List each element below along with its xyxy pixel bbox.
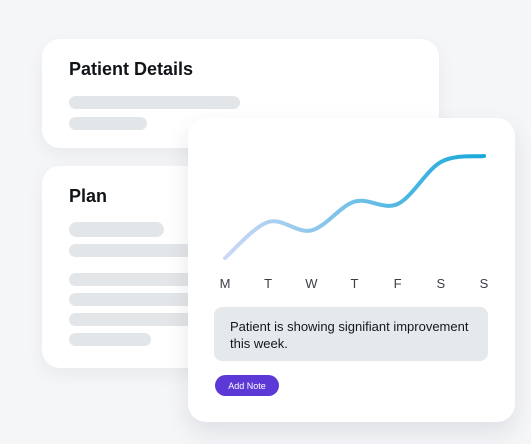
patient-details-title: Patient Details [69, 59, 194, 79]
skeleton-line [69, 96, 240, 109]
x-tick-label: S [479, 276, 489, 291]
x-tick-label: W [305, 276, 318, 291]
x-tick-label: F [393, 276, 402, 291]
x-tick-label: S [436, 276, 446, 291]
note-text-area[interactable]: Patient is showing signifiant improvemen… [214, 307, 488, 361]
chart-series-line [223, 154, 486, 260]
progress-line-chart [223, 154, 486, 260]
plan-title: Plan [69, 186, 108, 206]
skeleton-line [69, 117, 147, 130]
x-tick-label: T [264, 276, 273, 291]
skeleton-line [69, 333, 151, 346]
skeleton-line [69, 222, 164, 237]
progress-chart-card: M T W T F S S Patient is showing signifiant im… [188, 118, 515, 422]
add-note-button[interactable]: Add Note [215, 375, 279, 396]
x-tick-label: M [219, 276, 231, 291]
x-tick-label: T [350, 276, 359, 291]
note-text: Patient is showing signifiant improvemen… [230, 319, 469, 351]
